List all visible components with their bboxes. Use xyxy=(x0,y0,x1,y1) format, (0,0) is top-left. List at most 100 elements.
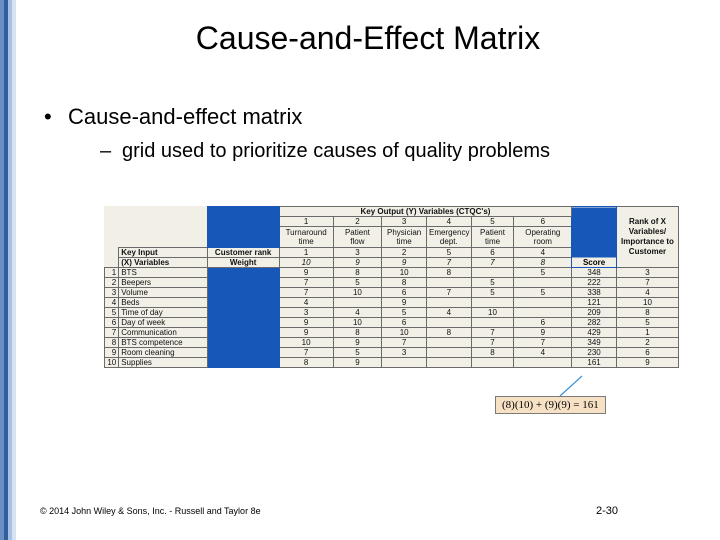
score-value: 429 xyxy=(571,327,617,338)
matrix-blue-cell xyxy=(206,317,280,328)
matrix-blue-cell xyxy=(206,267,280,278)
rank-value: 1 xyxy=(615,327,680,338)
relationship-value: 9 xyxy=(278,317,334,328)
score-value: 121 xyxy=(571,297,617,308)
rank-header-text: Rank of X Variables/ Importance to Custo… xyxy=(621,217,674,256)
output-name-line: Physician xyxy=(387,228,422,237)
weight-value: 8 xyxy=(513,257,573,268)
row-number: 7 xyxy=(103,327,120,338)
output-name-line: Emergency xyxy=(428,228,470,237)
relationship-value: 7 xyxy=(278,287,334,298)
score-formula: (8)(10) + (9)(9) = 161 xyxy=(495,396,606,414)
matrix-output-name-row: Turnaround time Patient flow Physician time Em… xyxy=(105,226,679,248)
matrix-blue-cell xyxy=(206,287,280,298)
relationship-value: 8 xyxy=(470,347,515,358)
bullet-marker: • xyxy=(44,104,52,129)
output-name-line: room xyxy=(533,237,552,246)
score-value: 161 xyxy=(571,357,617,368)
bullet-item: • Cause-and-effect matrix xyxy=(44,104,302,130)
relationship-value xyxy=(425,357,472,368)
relationship-value: 9 xyxy=(381,297,427,308)
rank-header: Rank of X Variables/ Importance to Custo… xyxy=(615,206,680,268)
weight-value: 9 xyxy=(381,257,427,268)
relationship-value xyxy=(332,297,383,308)
matrix-header-row: Key Output (Y) Variables (CTQC's) Score Ra… xyxy=(105,206,680,268)
score-value: 282 xyxy=(571,317,617,328)
relationship-value: 7 xyxy=(470,327,515,338)
output-number: 3 xyxy=(381,216,427,227)
output-name: Emergency dept. xyxy=(425,226,472,248)
slide-accent-bar xyxy=(0,0,16,540)
relationship-value xyxy=(470,357,515,368)
matrix-data-row: 10 Supplies 8 9 161 9 xyxy=(103,357,680,368)
relationship-value: 5 xyxy=(332,277,383,288)
rank-value: 6 xyxy=(615,347,680,358)
output-name-line: Turnaround xyxy=(285,228,327,237)
key-input-label: Key Input xyxy=(118,247,208,258)
matrix-data-row: 7 Communication 9 8 10 8 7 9 429 1 xyxy=(103,327,680,338)
matrix-corner xyxy=(105,207,208,248)
matrix-blue-cell xyxy=(206,297,280,308)
output-name-line: dept. xyxy=(439,237,458,246)
bullet-text: Cause-and-effect matrix xyxy=(68,104,303,129)
weight-value: 10 xyxy=(278,257,334,268)
relationship-value xyxy=(425,317,472,328)
rank-value: 5 xyxy=(615,317,680,328)
relationship-value: 8 xyxy=(425,267,472,278)
relationship-value: 8 xyxy=(381,277,427,288)
row-number: 10 xyxy=(103,357,120,368)
matrix-blank xyxy=(105,258,119,268)
sub-bullet-item: – grid used to prioritize causes of quali… xyxy=(100,140,550,163)
input-variable-name: Beds xyxy=(118,297,208,308)
relationship-value: 7 xyxy=(381,337,427,348)
output-variables-header: Key Output (Y) Variables (CTQC's) xyxy=(278,206,573,217)
row-number: 5 xyxy=(103,307,120,318)
relationship-value: 5 xyxy=(381,307,427,318)
matrix-blue-cell xyxy=(206,357,280,368)
relationship-value xyxy=(470,317,515,328)
matrix-blue-cell xyxy=(206,337,280,348)
relationship-value xyxy=(425,297,472,308)
output-name-line: time xyxy=(396,237,412,246)
copyright-footer: © 2014 John Wiley & Sons, Inc. - Russell… xyxy=(40,506,261,516)
output-name: Turnaround time xyxy=(278,226,334,248)
row-number: 2 xyxy=(103,277,120,288)
relationship-value: 7 xyxy=(278,347,334,358)
relationship-value xyxy=(425,277,472,288)
slide-number: 2-30 xyxy=(596,505,619,517)
output-number: 1 xyxy=(278,216,334,227)
input-variable-name: Communication xyxy=(118,327,208,338)
customer-rank-value: 5 xyxy=(425,247,472,258)
customer-rank-value: 3 xyxy=(332,247,383,258)
cause-effect-matrix: Key Output (Y) Variables (CTQC's) Score Ra… xyxy=(103,206,680,368)
relationship-value: 10 xyxy=(332,317,383,328)
slide-title: Cause-and-Effect Matrix xyxy=(195,20,541,56)
input-variable-name: Room cleaning xyxy=(118,347,208,358)
input-variable-name: Supplies xyxy=(118,357,208,368)
matrix-blank xyxy=(105,248,119,258)
relationship-value: 5 xyxy=(470,287,515,298)
relationship-value xyxy=(513,277,573,288)
relationship-value: 4 xyxy=(513,347,573,358)
relationship-value: 9 xyxy=(513,327,573,338)
rank-value: 3 xyxy=(615,267,680,278)
relationship-value: 8 xyxy=(332,267,383,278)
relationship-value: 10 xyxy=(332,287,383,298)
row-number: 3 xyxy=(103,287,120,298)
score-value: 222 xyxy=(571,277,617,288)
relationship-value xyxy=(381,357,427,368)
matrix-weight-row: (X) Variables Weight 10 9 9 7 7 8 xyxy=(105,257,679,268)
x-variables-label: (X) Variables xyxy=(118,257,208,268)
output-number: 6 xyxy=(513,216,573,227)
relationship-value: 10 xyxy=(278,337,334,348)
score-value: 230 xyxy=(571,347,617,358)
matrix-data-row: 3 Volume 7 10 6 7 5 5 338 4 xyxy=(103,287,680,298)
matrix-data-row: 9 Room cleaning 7 5 3 8 4 230 6 xyxy=(103,347,680,358)
relationship-value: 8 xyxy=(278,357,334,368)
customer-rank-value: 6 xyxy=(470,247,515,258)
score-value: 348 xyxy=(571,267,617,278)
relationship-value: 3 xyxy=(381,347,427,358)
relationship-value: 6 xyxy=(381,287,427,298)
input-variable-name: Beepers xyxy=(118,277,208,288)
